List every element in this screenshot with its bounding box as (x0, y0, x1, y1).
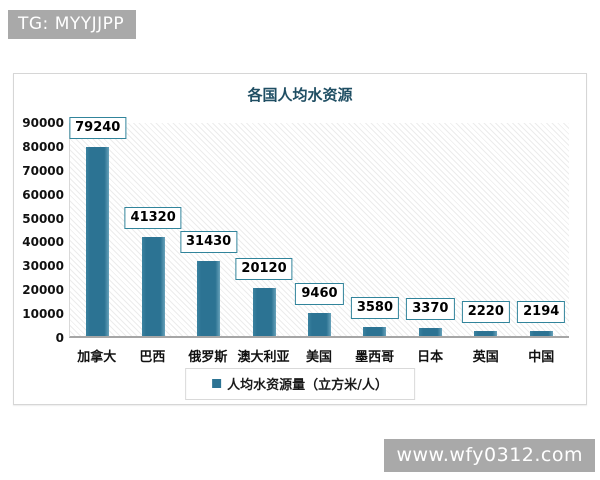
y-axis-tick-label: 70000 (22, 163, 64, 178)
bar (252, 288, 276, 336)
x-axis-label: 日本 (417, 350, 444, 365)
y-axis-tick-label: 20000 (22, 283, 64, 298)
y-axis-tick-label: 50000 (22, 211, 64, 226)
x-axis-label: 澳大利亚 (237, 350, 290, 365)
bar-value-label: 79240 (69, 117, 127, 139)
bar (86, 147, 110, 336)
website-watermark-badge: www.wfy0312.com (384, 439, 595, 472)
x-axis-label: 俄罗斯 (188, 350, 228, 365)
bar-slot: 41320 (124, 123, 182, 336)
chart-container: 各国人均水资源 0 10000 20000 30000 40000 50000 60000 7… (13, 73, 587, 405)
x-axis-label: 巴西 (139, 350, 166, 365)
y-axis-tick-label: 80000 (22, 139, 64, 154)
x-axis: 加拿大 巴西 俄罗斯 澳大利亚 美国 墨西哥 日本 英国 中国 (69, 346, 569, 365)
bar-slot: 2220 (458, 123, 513, 336)
telegram-watermark-badge: TG: MYYJJPP (8, 10, 137, 39)
x-axis-label: 墨西哥 (355, 350, 395, 365)
bar-value-label: 2220 (461, 301, 510, 323)
bar-slot: 20120 (235, 123, 293, 336)
y-axis-tick-label: 60000 (22, 187, 64, 202)
bar-slot: 3370 (403, 123, 458, 336)
y-axis-tick-label: 10000 (22, 307, 64, 322)
plot-area: 79240 41320 31430 20120 9460 3580 3370 2220 2194 (69, 117, 569, 338)
bar (197, 261, 221, 336)
bar-slot: 31430 (179, 123, 238, 336)
bar (418, 328, 442, 336)
bar-value-label: 3580 (350, 297, 399, 319)
chart-title: 各国人均水资源 (247, 86, 353, 104)
legend-marker-icon (212, 379, 222, 388)
bar-value-label: 2194 (517, 301, 566, 323)
y-axis-tick-label: 0 (55, 331, 64, 345)
bar-value-label: 9460 (295, 283, 344, 305)
bar-slot: 2194 (514, 123, 569, 336)
x-axis-label: 加拿大 (77, 350, 117, 365)
bar-slot: 9460 (292, 123, 347, 336)
y-axis-tick-label: 40000 (22, 235, 64, 250)
bar (529, 331, 553, 336)
legend: 人均水资源量（立方米/人） (185, 368, 415, 400)
y-axis-tick-label: 90000 (22, 116, 64, 130)
bar-value-label: 20120 (235, 258, 293, 280)
bar (363, 327, 387, 336)
x-axis-label: 美国 (306, 350, 333, 365)
bar-slot: 3580 (347, 123, 402, 336)
bar-value-label: 41320 (124, 207, 182, 229)
x-axis-label: 中国 (528, 350, 555, 365)
bar-value-label: 3370 (406, 298, 455, 320)
y-axis-tick-label: 30000 (22, 259, 64, 274)
bar (474, 331, 498, 336)
bar (307, 313, 331, 336)
x-axis-label: 英国 (472, 350, 499, 365)
bar-value-label: 31430 (179, 231, 238, 253)
bar-slot: 79240 (69, 117, 127, 336)
legend-label: 人均水资源量（立方米/人） (227, 378, 388, 393)
bar (141, 237, 165, 336)
